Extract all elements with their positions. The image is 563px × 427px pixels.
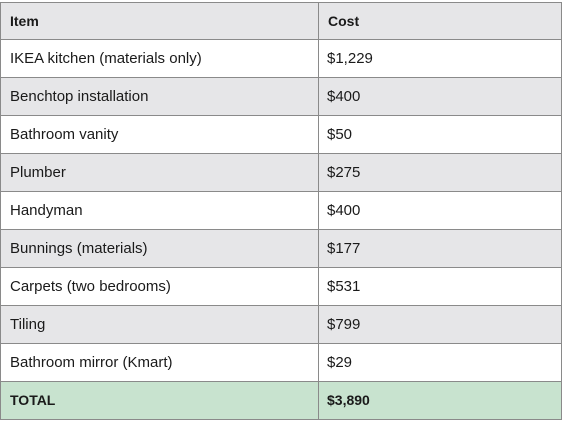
column-header-cost: Cost (318, 2, 562, 40)
cost-cell: $400 (318, 191, 562, 230)
item-cell: Benchtop installation (0, 77, 319, 116)
table-row: IKEA kitchen (materials only) $1,229 (0, 39, 562, 78)
item-cell: Bathroom mirror (Kmart) (0, 343, 319, 382)
table-row: Handyman $400 (0, 191, 562, 230)
cost-cell: $799 (318, 305, 562, 344)
item-cell: IKEA kitchen (materials only) (0, 39, 319, 78)
total-value: $3,890 (318, 381, 562, 420)
total-label: TOTAL (0, 381, 319, 420)
cost-cell: $1,229 (318, 39, 562, 78)
item-cell: Tiling (0, 305, 319, 344)
cost-table-container: Item Cost IKEA kitchen (materials only) … (0, 2, 562, 420)
column-header-item: Item (0, 2, 319, 40)
cost-table: Item Cost IKEA kitchen (materials only) … (0, 2, 562, 420)
item-cell: Bathroom vanity (0, 115, 319, 154)
cost-cell: $400 (318, 77, 562, 116)
cost-cell: $275 (318, 153, 562, 192)
item-cell: Carpets (two bedrooms) (0, 267, 319, 306)
cost-cell: $531 (318, 267, 562, 306)
table-row: Plumber $275 (0, 153, 562, 192)
item-cell: Plumber (0, 153, 319, 192)
table-row: Benchtop installation $400 (0, 77, 562, 116)
table-row: Tiling $799 (0, 305, 562, 344)
item-cell: Bunnings (materials) (0, 229, 319, 268)
table-row: Carpets (two bedrooms) $531 (0, 267, 562, 306)
cost-cell: $29 (318, 343, 562, 382)
table-row: Bathroom vanity $50 (0, 115, 562, 154)
cost-cell: $50 (318, 115, 562, 154)
total-row: TOTAL $3,890 (0, 381, 562, 420)
item-cell: Handyman (0, 191, 319, 230)
cost-cell: $177 (318, 229, 562, 268)
table-row: Bunnings (materials) $177 (0, 229, 562, 268)
table-row: Bathroom mirror (Kmart) $29 (0, 343, 562, 382)
table-header-row: Item Cost (0, 2, 562, 40)
